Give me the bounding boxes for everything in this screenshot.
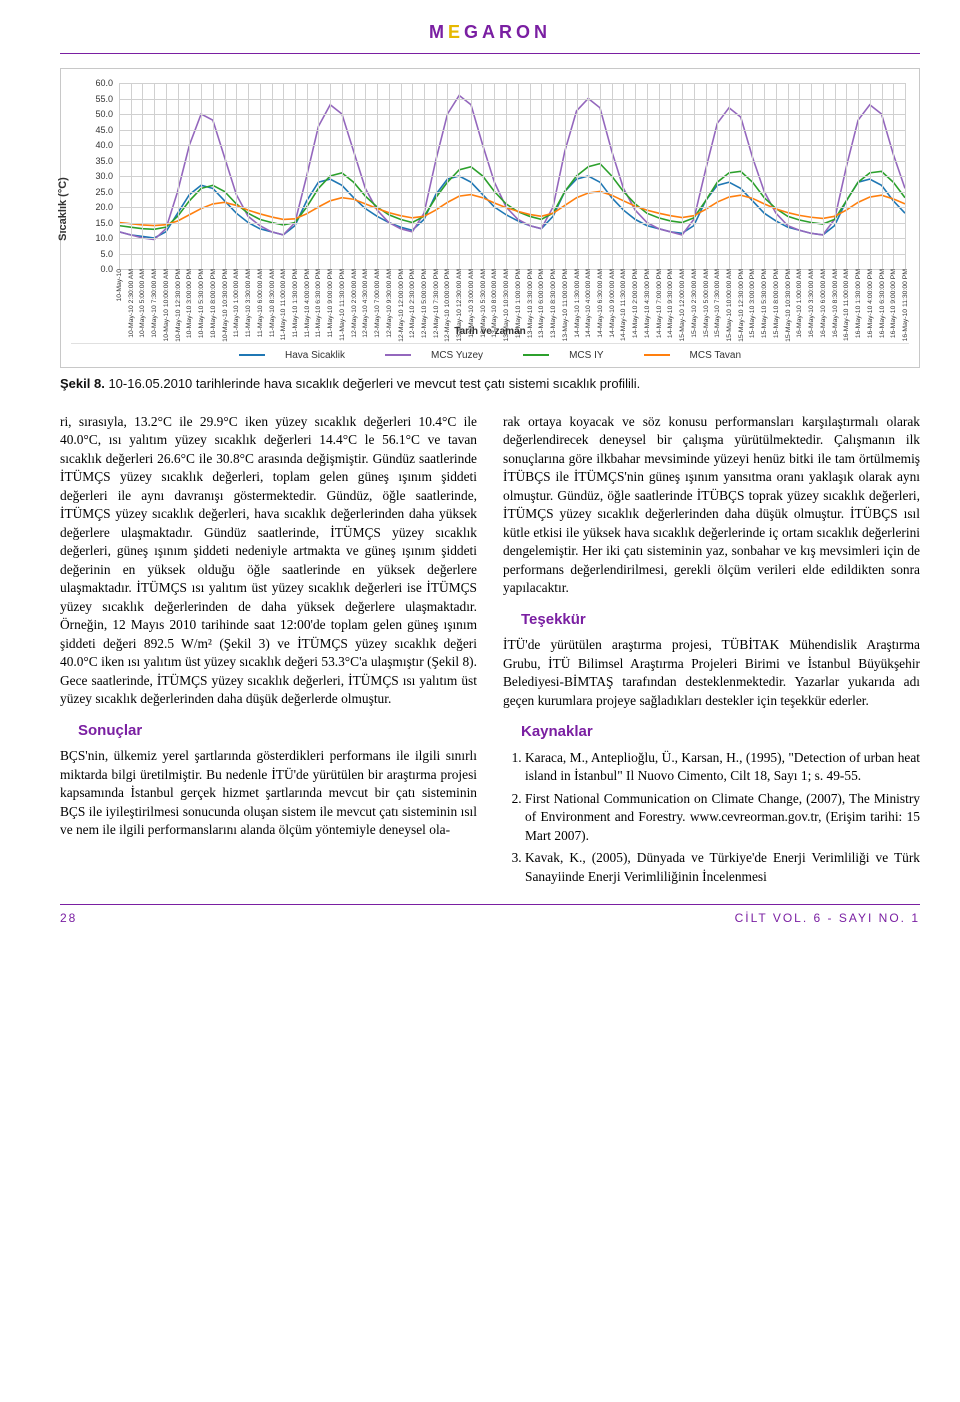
legend-swatch (523, 354, 549, 356)
journal-rest: GARON (464, 22, 551, 42)
y-tick-label: 45.0 (95, 125, 119, 135)
reference-item: First National Communication on Climate … (525, 790, 920, 846)
x-tick-label: 10-May-10 (116, 269, 123, 302)
page-footer: 28 CİLT VOL. 6 - SAYI NO. 1 (60, 904, 920, 925)
y-tick-label: 60.0 (95, 78, 119, 88)
reference-item: Kavak, K., (2005), Dünyada ve Türkiye'de… (525, 849, 920, 886)
y-tick-label: 35.0 (95, 156, 119, 166)
paragraph: BÇS'nin, ülkemiz yerel şartlarında göste… (60, 747, 477, 840)
plot-area: 0.05.010.015.020.025.030.035.040.045.050… (119, 83, 905, 269)
legend-swatch (385, 354, 411, 356)
y-tick-label: 50.0 (95, 109, 119, 119)
y-axis-label: Sıcaklık (°C) (57, 177, 69, 241)
reference-item: Karaca, M., Anteplioğlu, Ü., Karsan, H.,… (525, 749, 920, 786)
legend-label: Hava Sicaklik (285, 350, 345, 361)
journal-m: M (429, 22, 448, 42)
y-tick-label: 15.0 (95, 218, 119, 228)
legend-item: MCS IY (513, 350, 613, 361)
figure-caption: Şekil 8. 10-16.05.2010 tarihlerinde hava… (60, 376, 920, 391)
y-tick-label: 30.0 (95, 171, 119, 181)
legend-label: MCS Tavan (690, 350, 742, 361)
paragraph: ri, sırasıyla, 13.2°C ile 29.9°C iken yü… (60, 413, 477, 709)
y-tick-label: 10.0 (95, 233, 119, 243)
heading-tesekkur: Teşekkür (521, 610, 920, 631)
paragraph: İTÜ'de yürütülen araştırma projesi, TÜBİ… (503, 636, 920, 710)
heading-sonuclar: Sonuçlar (78, 721, 477, 742)
article-body: ri, sırasıyla, 13.2°C ile 29.9°C iken yü… (60, 413, 920, 887)
legend-item: MCS Tavan (634, 350, 752, 361)
y-tick-label: 40.0 (95, 140, 119, 150)
page-number: 28 (60, 911, 77, 925)
volume-info: CİLT VOL. 6 - SAYI NO. 1 (735, 911, 920, 925)
legend-label: MCS IY (569, 350, 603, 361)
y-tick-label: 25.0 (95, 187, 119, 197)
figure-number: Şekil 8. (60, 376, 105, 391)
legend-swatch (644, 354, 670, 356)
journal-e: E (448, 22, 464, 42)
figure-caption-text: 10-16.05.2010 tarihlerinde hava sıcaklık… (108, 376, 640, 391)
references-list: Karaca, M., Anteplioğlu, Ü., Karsan, H.,… (503, 749, 920, 887)
journal-title: MEGARON (60, 16, 920, 54)
y-tick-label: 5.0 (100, 249, 119, 259)
legend-item: Hava Sicaklik (229, 350, 355, 361)
legend-swatch (239, 354, 265, 356)
figure-8-chart: Sıcaklık (°C) 0.05.010.015.020.025.030.0… (60, 68, 920, 368)
x-ticks: 10-May-1010-May-10 2:30:00 AM10-May-10 5… (119, 269, 905, 321)
heading-kaynaklar: Kaynaklar (521, 722, 920, 743)
paragraph: rak ortaya koyacak ve söz konusu perform… (503, 413, 920, 598)
y-tick-label: 20.0 (95, 202, 119, 212)
chart-legend: Hava Sicaklik MCS Yuzey MCS IY MCS Tavan (71, 343, 909, 361)
y-tick-label: 55.0 (95, 94, 119, 104)
legend-item: MCS Yuzey (375, 350, 493, 361)
legend-label: MCS Yuzey (431, 350, 483, 361)
x-axis-label: Tarih ve zaman (71, 326, 909, 337)
